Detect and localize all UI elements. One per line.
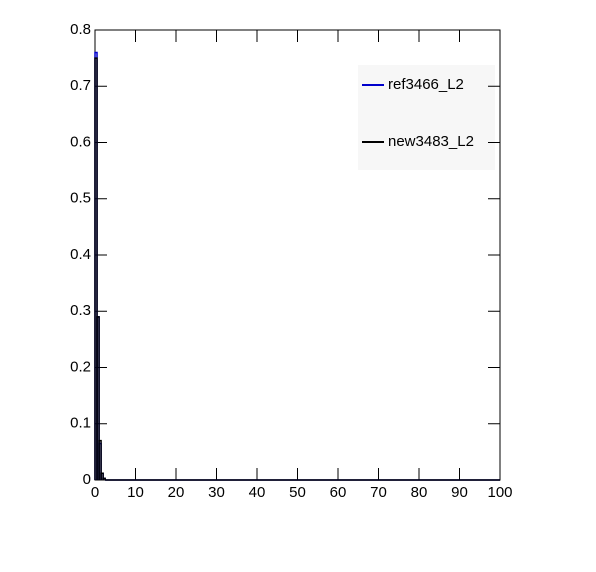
x-tick-label: 30 [208,484,225,501]
y-tick-label: 0 [83,471,91,488]
x-tick-label: 40 [249,484,266,501]
x-tick-label: 60 [330,484,347,501]
x-tick-label: 70 [370,484,387,501]
legend-label: new3483_L2 [388,133,474,150]
histogram-bin [100,472,104,480]
legend-label: ref3466_L2 [388,76,464,93]
x-tick-label: 100 [487,484,512,501]
y-tick-label: 0.1 [70,415,91,432]
x-tick-label: 80 [411,484,428,501]
legend-box [358,65,495,170]
y-tick-label: 0.3 [70,302,91,319]
y-tick-label: 0.7 [70,77,91,94]
x-tick-label: 20 [168,484,185,501]
y-tick-label: 0.6 [70,133,91,150]
x-tick-label: 10 [127,484,144,501]
histogram-bin [96,316,100,480]
histogram-bin [102,477,106,480]
x-tick-label: 0 [91,484,99,501]
x-tick-label: 90 [451,484,468,501]
y-tick-label: 0.4 [70,246,91,263]
y-tick-label: 0.2 [70,358,91,375]
y-tick-label: 0.5 [70,190,91,207]
histogram-bin [98,439,102,480]
y-tick-label: 0.8 [70,21,91,38]
histogram-bin [94,57,98,480]
x-tick-label: 50 [289,484,306,501]
